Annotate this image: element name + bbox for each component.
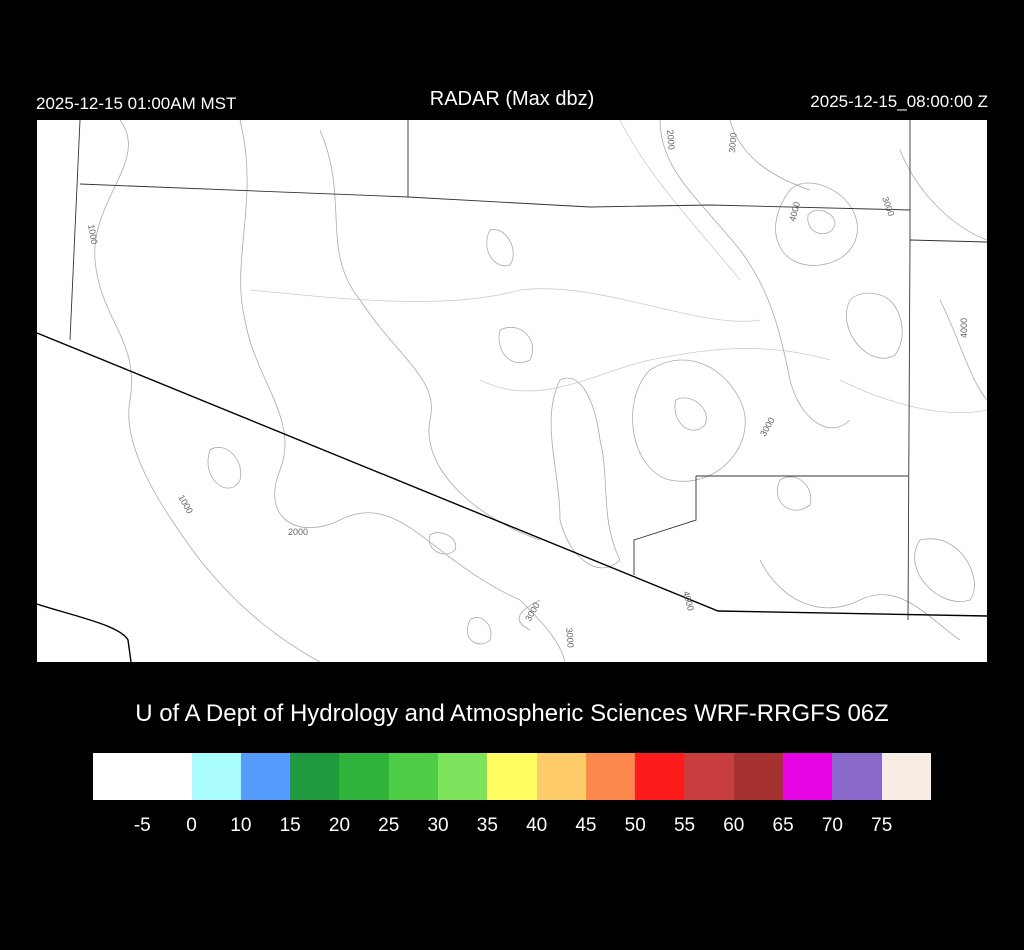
colorbar-segment bbox=[832, 753, 882, 800]
colorbar-tick-label: 30 bbox=[427, 815, 449, 836]
contour-label: 4000 bbox=[681, 590, 696, 612]
contour-label: 3000 bbox=[758, 416, 777, 438]
colorbar-segment bbox=[240, 753, 291, 800]
colorbar-segment bbox=[388, 753, 438, 800]
map-title: RADAR (Max dbz) bbox=[429, 88, 595, 110]
colorbar-tick-label: 65 bbox=[772, 815, 794, 836]
contour-label: 1000 bbox=[176, 493, 195, 515]
credit-text: U of A Dept of Hydrology and Atmospheric… bbox=[135, 700, 889, 727]
terrain-contours bbox=[94, 119, 988, 663]
contour-label: 3000 bbox=[564, 627, 576, 648]
colorbar-segment bbox=[93, 753, 192, 800]
colorbar-tick-label: 0 bbox=[186, 815, 197, 836]
colorbar-segment bbox=[339, 753, 389, 800]
colorbar-segment bbox=[733, 753, 783, 800]
colorbar-segment bbox=[437, 753, 488, 800]
colorbar-tick-label: -5 bbox=[133, 815, 151, 836]
contour-label: 4000 bbox=[959, 318, 969, 338]
colorbar-segment bbox=[635, 753, 685, 800]
colorbar-tick-label: 75 bbox=[871, 815, 893, 836]
colorbar-segment bbox=[191, 753, 241, 800]
colorbar-tick-label: 15 bbox=[279, 815, 301, 836]
colorbar-tick-label: 40 bbox=[526, 815, 548, 836]
colorbar-segment bbox=[290, 753, 340, 800]
colorbar-segment bbox=[487, 753, 537, 800]
contour-label: 4000 bbox=[787, 201, 802, 223]
colorbar-segment bbox=[536, 753, 586, 800]
contour-label: 3000 bbox=[880, 195, 896, 217]
colorbar-segment bbox=[585, 753, 636, 800]
colorbar-segment bbox=[684, 753, 734, 800]
contour-label: 1000 bbox=[86, 224, 99, 245]
map-svg: 1000 1000 2000 2000 3000 3000 3000 3000 … bbox=[36, 119, 988, 663]
colorbar-tick-label: 50 bbox=[624, 815, 646, 836]
colorbar-segment bbox=[782, 753, 833, 800]
contour-label: 2000 bbox=[665, 129, 677, 150]
colorbar-tick-label: 20 bbox=[328, 815, 351, 836]
colorbar-tick-label: 35 bbox=[476, 815, 498, 836]
colorbar-segment bbox=[881, 753, 931, 800]
county-boundaries bbox=[69, 119, 988, 621]
colorbar-tick-label: 10 bbox=[230, 815, 252, 836]
colorbar-tick-label: 25 bbox=[378, 815, 400, 836]
contour-label-group: 1000 1000 2000 2000 3000 3000 3000 3000 … bbox=[86, 129, 969, 648]
utc-time-label: 2025-12-15_08:00:00 Z bbox=[810, 92, 988, 111]
local-time-label: 2025-12-15 01:00AM MST bbox=[36, 94, 237, 113]
radar-map: 1000 1000 2000 2000 3000 3000 3000 3000 … bbox=[36, 119, 988, 663]
state-border bbox=[36, 332, 988, 663]
colorbar bbox=[93, 753, 931, 800]
contour-label: 2000 bbox=[288, 527, 308, 537]
colorbar-tick-label: 60 bbox=[723, 815, 745, 836]
colorbar-tick-label: 45 bbox=[575, 815, 597, 836]
roads bbox=[249, 119, 988, 413]
colorbar-tick-label: 70 bbox=[821, 815, 843, 836]
contour-label: 3000 bbox=[727, 132, 739, 153]
colorbar-tick-label: 55 bbox=[673, 815, 696, 836]
